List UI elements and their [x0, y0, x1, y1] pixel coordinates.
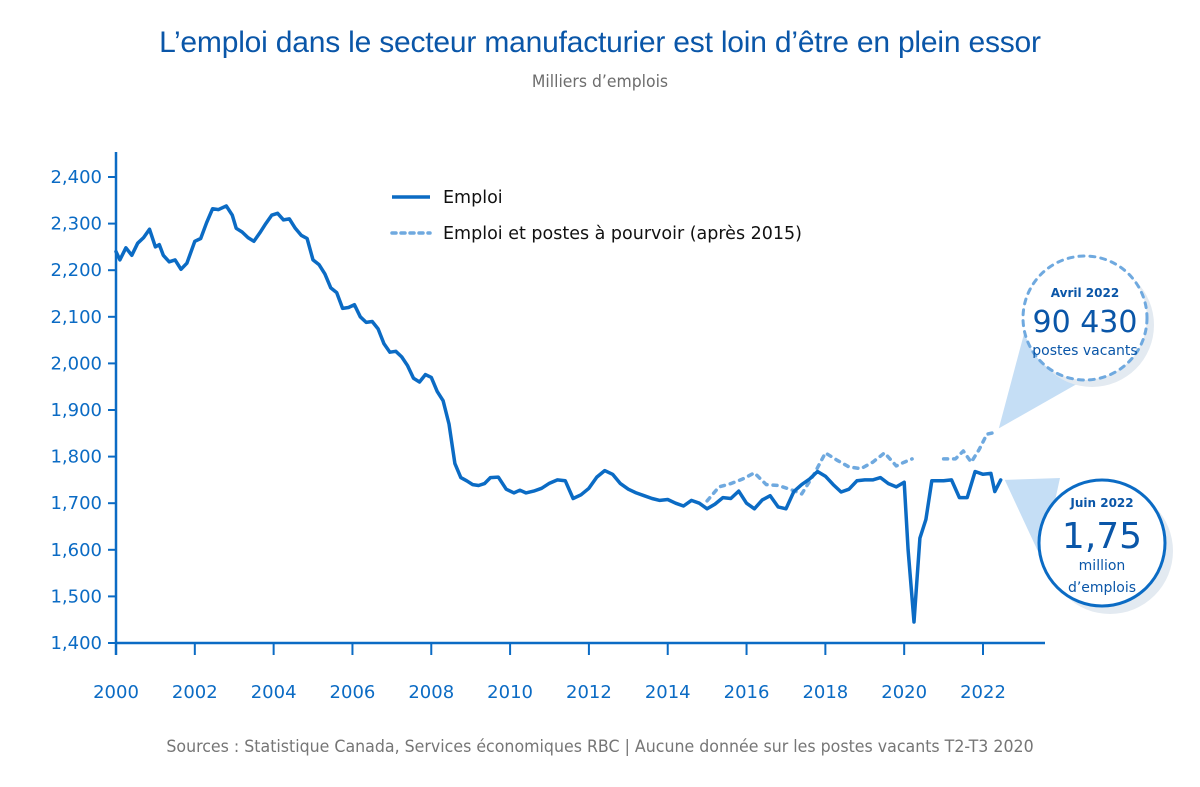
axes: 1,400 1,500 1,600 1,700 1,800 1,900 2,000 2,100… — [50, 152, 1045, 703]
x-tick-label: 2022 — [960, 682, 1006, 703]
callout-employment: Juin 2022 1,75 million d’emplois — [1037, 478, 1173, 614]
y-tick-label: 1,700 — [50, 493, 102, 514]
callouts: Avril 2022 90 430 postes vacants Juin 20… — [1021, 254, 1173, 614]
callout-employment-caption2: d’emplois — [1068, 580, 1136, 596]
y-tick-label: 1,600 — [50, 540, 102, 561]
legend-label-emploi-postes: Emploi et postes à pourvoir (après 2015) — [443, 224, 802, 244]
callout-vacancies-circle — [1021, 254, 1149, 382]
y-tick-label: 2,000 — [50, 353, 102, 374]
x-tick-label: 2014 — [645, 682, 691, 703]
x-tick-label: 2008 — [408, 682, 454, 703]
chart-source: Sources : Statistique Canada, Services é… — [166, 737, 1034, 757]
x-tick-label: 2018 — [802, 682, 848, 703]
callout-employment-value: 1,75 — [1062, 516, 1142, 557]
callout-vacancies-caption: postes vacants — [1032, 343, 1137, 359]
y-tick-label: 1,400 — [50, 633, 102, 654]
y-tick-label: 2,400 — [50, 167, 102, 188]
series-emploi-postes-line — [941, 430, 997, 464]
x-tick-label: 2020 — [881, 682, 927, 703]
legend-label-emploi: Emploi — [443, 188, 503, 208]
y-tick-label: 1,500 — [50, 586, 102, 607]
callout-employment-caption: million — [1079, 558, 1126, 574]
callout-employment-label: Juin 2022 — [1069, 496, 1133, 510]
y-tick-label: 1,900 — [50, 400, 102, 421]
callout-vacancies-label: Avril 2022 — [1051, 286, 1119, 300]
series-emploi-line — [114, 204, 1003, 624]
x-tick-label: 2012 — [566, 682, 612, 703]
series-layer — [114, 204, 1003, 624]
x-tick-label: 2004 — [251, 682, 297, 703]
legend: Emploi Emploi et postes à pourvoir (aprè… — [390, 188, 802, 244]
y-tick-label: 2,200 — [50, 260, 102, 281]
callout-vacancies-pointer — [998, 330, 1098, 429]
x-tick-label: 2016 — [724, 682, 770, 703]
callout-vacancies-value: 90 430 — [1033, 305, 1138, 340]
x-tick-label: 2006 — [330, 682, 376, 703]
chart-subtitle: Milliers d’emplois — [531, 72, 669, 92]
chart-title: L’emploi dans le secteur manufacturier e… — [159, 26, 1041, 59]
y-tick-label: 2,100 — [50, 307, 102, 328]
x-tick-label: 2010 — [487, 682, 533, 703]
callout-vacancies: Avril 2022 90 430 postes vacants — [1021, 254, 1154, 387]
y-tick-label: 1,800 — [50, 447, 102, 468]
y-tick-label: 2,300 — [50, 214, 102, 235]
x-tick-label: 2002 — [172, 682, 218, 703]
callout-employment-circle — [1037, 478, 1167, 608]
x-tick-label: 2000 — [93, 682, 139, 703]
